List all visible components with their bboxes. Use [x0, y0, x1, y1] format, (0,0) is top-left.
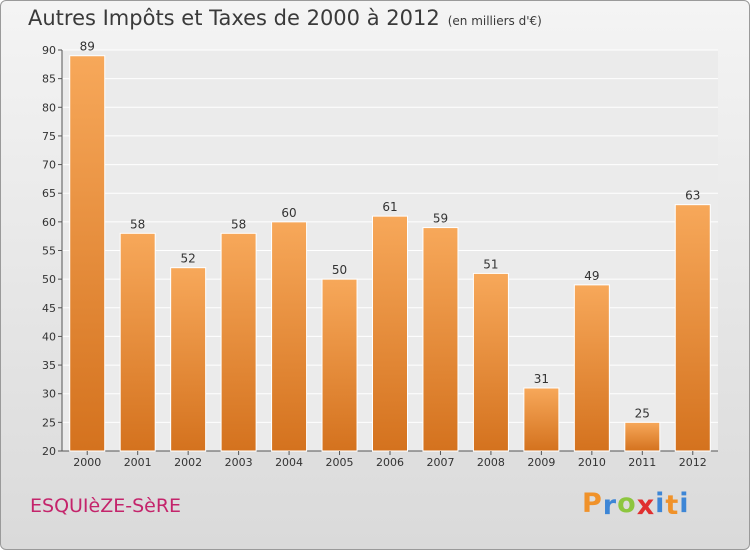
y-tick-label: 60	[42, 216, 56, 229]
bar	[624, 421, 661, 452]
bar	[271, 221, 308, 452]
x-tick-label: 2010	[578, 456, 606, 469]
bar	[372, 215, 408, 452]
y-tick-label: 80	[42, 101, 56, 114]
data-label: 59	[433, 212, 448, 226]
bar	[119, 232, 156, 452]
x-tick-label: 2002	[174, 456, 202, 469]
bar	[573, 284, 610, 452]
y-tick-label: 45	[42, 302, 56, 315]
data-label: 25	[635, 406, 650, 420]
data-label: 61	[382, 200, 397, 214]
logo-letter: x	[636, 490, 656, 521]
y-tick-label: 70	[42, 159, 56, 172]
y-tick-label: 35	[42, 359, 56, 372]
data-label: 63	[685, 189, 700, 203]
bar	[674, 204, 711, 452]
x-tick-label: 2003	[225, 456, 253, 469]
x-tick-label: 2005	[326, 456, 354, 469]
bar	[69, 55, 106, 452]
y-tick-label: 55	[42, 245, 56, 258]
y-tick-label: 85	[42, 73, 56, 86]
x-tick-label: 2007	[426, 456, 454, 469]
y-tick-label: 75	[42, 130, 56, 143]
y-tick-label: 25	[42, 416, 56, 429]
y-tick-label: 30	[42, 388, 56, 401]
bar	[472, 272, 509, 452]
bar	[170, 267, 207, 452]
y-tick-label: 50	[42, 273, 56, 286]
data-label: 89	[80, 40, 95, 54]
chart-title: Autres Impôts et Taxes de 2000 à 2012 (en…	[28, 6, 542, 30]
y-tick-label: 40	[42, 330, 56, 343]
x-tick-label: 2008	[477, 456, 505, 469]
y-tick-label: 20	[42, 445, 56, 458]
chart-unit-note: (en milliers d'€)	[447, 14, 542, 28]
data-label: 60	[281, 206, 296, 220]
data-label: 58	[231, 217, 246, 231]
y-tick-label: 65	[42, 187, 56, 200]
bar	[422, 227, 459, 452]
bar	[220, 232, 257, 452]
x-tick-label: 2004	[275, 456, 303, 469]
data-label: 50	[332, 263, 347, 277]
logo-letter: r	[602, 490, 618, 521]
x-tick-label: 2001	[124, 456, 152, 469]
x-tick-label: 2000	[73, 456, 101, 469]
bar	[321, 278, 358, 452]
logo-letter: P	[582, 488, 603, 519]
logo-letter: i	[655, 488, 666, 519]
x-tick-label: 2011	[628, 456, 656, 469]
data-label: 52	[181, 252, 196, 266]
x-tick-label: 2012	[679, 456, 707, 469]
x-tick-label: 2006	[376, 456, 404, 469]
chart-title-text: Autres Impôts et Taxes de 2000 à 2012	[28, 6, 440, 30]
logo-letter: t	[665, 490, 680, 521]
data-label: 51	[483, 257, 498, 271]
data-label: 58	[130, 217, 145, 231]
data-label: 49	[584, 269, 599, 283]
logo-letter: o	[617, 488, 637, 519]
y-tick-label: 90	[42, 44, 56, 57]
x-tick-label: 2009	[527, 456, 555, 469]
data-label: 31	[534, 372, 549, 386]
logo-letter: i	[679, 488, 690, 519]
proxiti-logo: Proxiti	[582, 488, 690, 521]
commune-name: ESQUIèZE-SèRE	[30, 495, 182, 517]
bar	[523, 387, 560, 452]
